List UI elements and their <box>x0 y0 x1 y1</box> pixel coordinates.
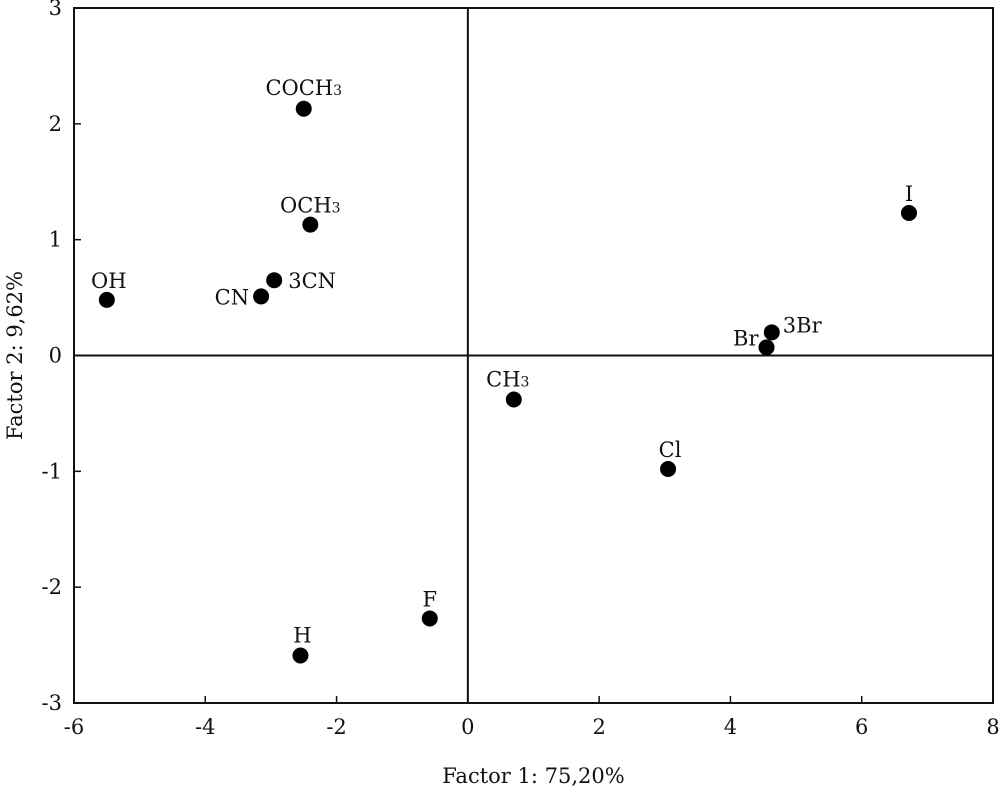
x-axis-title: Factor 1: 75,20% <box>442 764 624 788</box>
point-label: 3CN <box>288 269 336 293</box>
x-tick-label: -4 <box>195 715 215 739</box>
data-point <box>302 216 319 233</box>
point-label: I <box>905 182 913 206</box>
data-point <box>295 100 312 117</box>
data-point <box>266 272 283 289</box>
point-label: CN <box>215 285 249 309</box>
data-point <box>758 339 775 356</box>
point-label: 3Br <box>783 313 823 337</box>
point-label: COCH3 <box>265 76 342 100</box>
point-label: Cl <box>659 438 682 462</box>
x-tick-label: -6 <box>64 715 84 739</box>
point-label: OCH3 <box>280 194 341 218</box>
point-label: F <box>422 587 437 611</box>
data-point <box>292 647 309 664</box>
data-point <box>900 205 917 222</box>
x-tick-label: 4 <box>724 715 737 739</box>
x-tick-label: 6 <box>855 715 868 739</box>
data-point <box>763 324 780 341</box>
y-tick-label: 2 <box>49 112 62 136</box>
y-axis-title: Factor 2: 9,62% <box>3 271 27 440</box>
x-tick-label: 8 <box>986 715 999 739</box>
point-label: H <box>293 624 311 648</box>
data-point <box>253 288 270 305</box>
y-tick-label: -3 <box>42 691 62 715</box>
x-tick-label: 2 <box>592 715 605 739</box>
x-axis-ticks: -6 -4 -2 0 2 4 6 8 <box>64 696 1000 739</box>
x-tick-label: 0 <box>461 715 474 739</box>
y-axis-ticks: -3 -2 -1 0 1 2 3 <box>42 0 81 715</box>
data-point <box>660 461 677 478</box>
y-tick-label: -1 <box>42 459 62 483</box>
y-tick-label: 1 <box>49 228 62 252</box>
data-point <box>505 391 522 408</box>
data-points: COCH3 OCH3 OH CN 3CN I 3Br Br CH3 Cl F H <box>91 76 917 664</box>
y-tick-label: 3 <box>49 0 62 20</box>
x-tick-label: -2 <box>326 715 346 739</box>
y-tick-label: 0 <box>49 344 62 368</box>
y-tick-label: -2 <box>42 575 62 599</box>
point-label: CH3 <box>486 368 529 392</box>
data-point <box>98 291 115 308</box>
data-point <box>421 610 438 627</box>
point-label: Br <box>733 326 759 350</box>
point-label: OH <box>91 269 127 293</box>
